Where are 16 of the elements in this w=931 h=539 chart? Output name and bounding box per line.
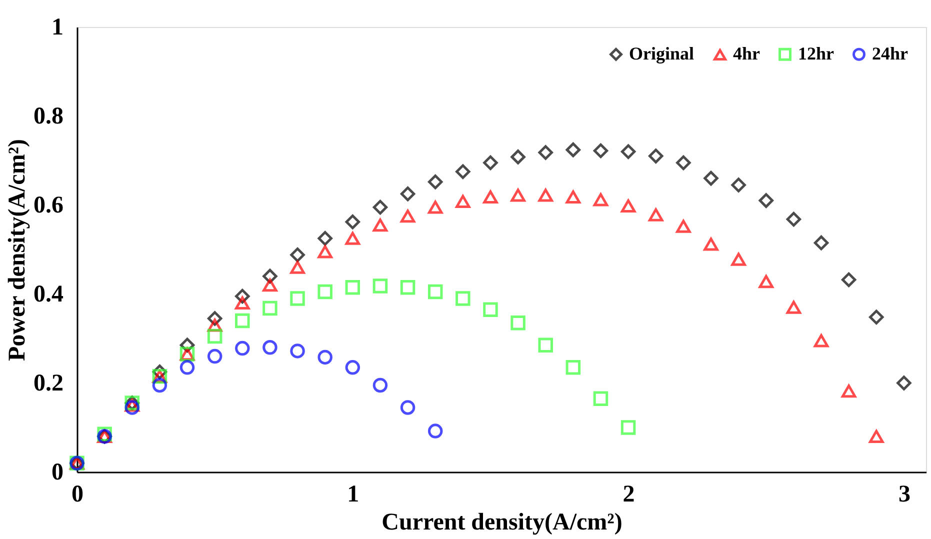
x-axis-title: Current density(A/cm²) <box>382 510 622 536</box>
legend-label: 4hr <box>733 44 760 64</box>
x-tick-label: 3 <box>898 482 910 508</box>
legend-label: 12hr <box>798 43 834 64</box>
legend-label: Original <box>629 43 694 64</box>
y-tick-label: 0 <box>52 460 64 486</box>
legend-label: 24hr <box>872 43 908 64</box>
y-tick-label: 0.2 <box>34 370 64 396</box>
y-tick-label: 0.8 <box>34 104 64 130</box>
x-tick-label: 1 <box>347 482 360 508</box>
y-tick-label: 0.4 <box>34 282 64 308</box>
x-tick-label: 2 <box>622 482 635 508</box>
y-axis-title: Power density(A/cm²) <box>4 138 30 362</box>
x-tick-label: 0 <box>72 482 84 508</box>
y-tick-label: 0.6 <box>34 192 64 218</box>
y-tick-label: 1 <box>52 14 64 40</box>
